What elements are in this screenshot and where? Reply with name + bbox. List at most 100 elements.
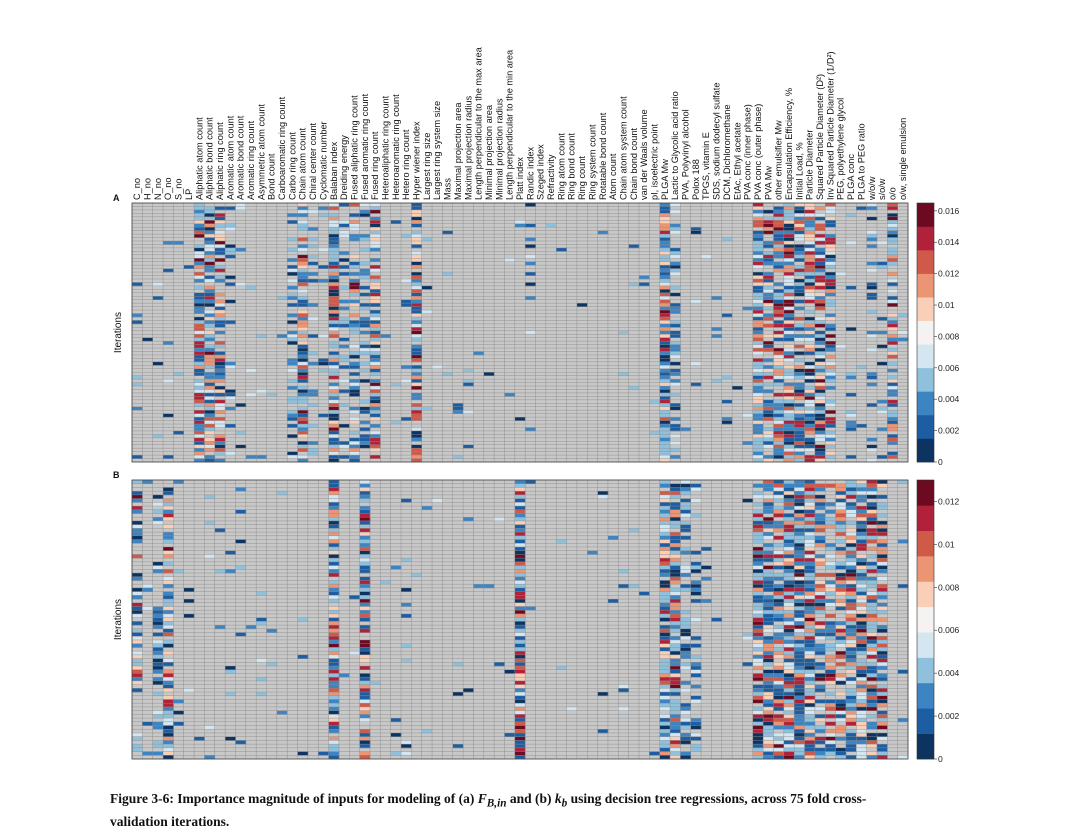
heatmap-cell [876,330,888,335]
heatmap-cell [328,458,340,463]
heatmap-cell [773,591,785,596]
heatmap-cell [690,498,702,503]
heatmap-cell [328,261,340,266]
heatmap-cell [194,410,205,414]
heatmap-cell [876,502,888,507]
heatmap-cell [514,747,526,752]
heatmap-cell [804,430,816,435]
heatmap-cell [804,316,816,321]
heatmap-cell [887,441,898,446]
heatmap-cell [752,282,764,287]
heatmap-cell [866,606,878,611]
heatmap-cell [287,379,298,383]
column-label: S_no [174,179,184,200]
heatmap-cell [204,382,216,387]
heatmap-cell [659,434,671,439]
heatmap-cell [814,258,826,262]
column-label: Chain bond count [629,128,639,200]
heatmap-cell [359,628,371,633]
heatmap-cell [163,639,174,644]
heatmap-cell [401,602,412,607]
heatmap-cell [204,313,216,318]
heatmap-cell [514,692,526,697]
heatmap-cell [773,669,785,674]
heatmap-cell [804,535,816,540]
heatmap-cell [783,261,795,266]
heatmap-cell [194,323,205,328]
heatmap-cell [659,292,671,297]
heatmap-cell [783,244,795,249]
heatmap-cell [856,565,867,570]
heatmap-cell [328,595,340,600]
heatmap-cell [866,610,878,615]
heatmap-cell [794,392,805,397]
heatmap-cell [794,289,805,294]
heatmap-cell [670,455,681,459]
heatmap-cell [804,417,816,421]
heatmap-cell [328,487,340,492]
heatmap-cell [825,420,836,425]
heatmap-cell [369,223,381,228]
heatmap-cell [763,403,774,408]
heatmap-cell [514,584,526,589]
heatmap-cell [763,494,774,499]
heatmap-cell [214,265,226,269]
heatmap-cell [659,569,671,574]
heatmap-cell [887,299,898,304]
heatmap-cell [866,636,878,641]
heatmap-cell [525,244,536,249]
heatmap-cell [773,227,785,231]
heatmap-cell [814,320,826,325]
heatmap-cell [411,240,423,245]
heatmap-cell [659,265,671,269]
heatmap-cell [328,323,340,328]
heatmap-cell [804,729,816,734]
heatmap-cell [856,706,867,711]
heatmap-cell [845,729,857,734]
heatmap-cell [328,561,340,566]
heatmap-cell [721,237,733,242]
heatmap-cell [442,230,454,235]
heatmap-cell [132,602,143,607]
heatmap-cell [763,406,774,411]
heatmap-cell [235,203,247,207]
heatmap-cell [887,216,898,221]
heatmap-cell [804,272,816,276]
heatmap-cell [825,636,836,641]
heatmap-cell [814,455,826,459]
heatmap-cell [287,213,298,218]
column-label: Heteroaromatic ring count [391,94,401,200]
heatmap-cell [359,323,371,328]
heatmap-cell [328,334,340,338]
heatmap-cell [752,721,764,726]
heatmap-cell [783,747,795,752]
heatmap-cell [794,591,805,596]
heatmap-cell [194,386,205,390]
heatmap-cell [876,677,888,682]
heatmap-cell [214,275,226,280]
heatmap-cell [752,613,764,618]
heatmap-cell [804,361,816,366]
heatmap-cell [411,368,423,373]
heatmap-cell [845,580,857,585]
heatmap-cell [359,550,371,555]
heatmap-cell [359,303,371,307]
heatmap-cell [670,703,681,708]
heatmap-cell [763,669,774,674]
heatmap-cell [794,237,805,242]
heatmap-cell [670,392,681,397]
heatmap-cell [763,699,774,704]
heatmap-cell [876,736,888,741]
heatmap-cell [670,573,681,578]
heatmap-cell [856,513,867,518]
heatmap-cell [763,458,774,463]
heatmap-cell [876,732,888,737]
heatmap-cell [680,513,692,518]
heatmap-cell [132,732,143,737]
heatmap-cell [349,327,360,332]
heatmap-cell [794,491,805,496]
heatmap-cell [670,680,681,685]
heatmap-cell [401,558,412,563]
heatmap-cell [763,348,774,352]
heatmap-cell [825,209,836,214]
